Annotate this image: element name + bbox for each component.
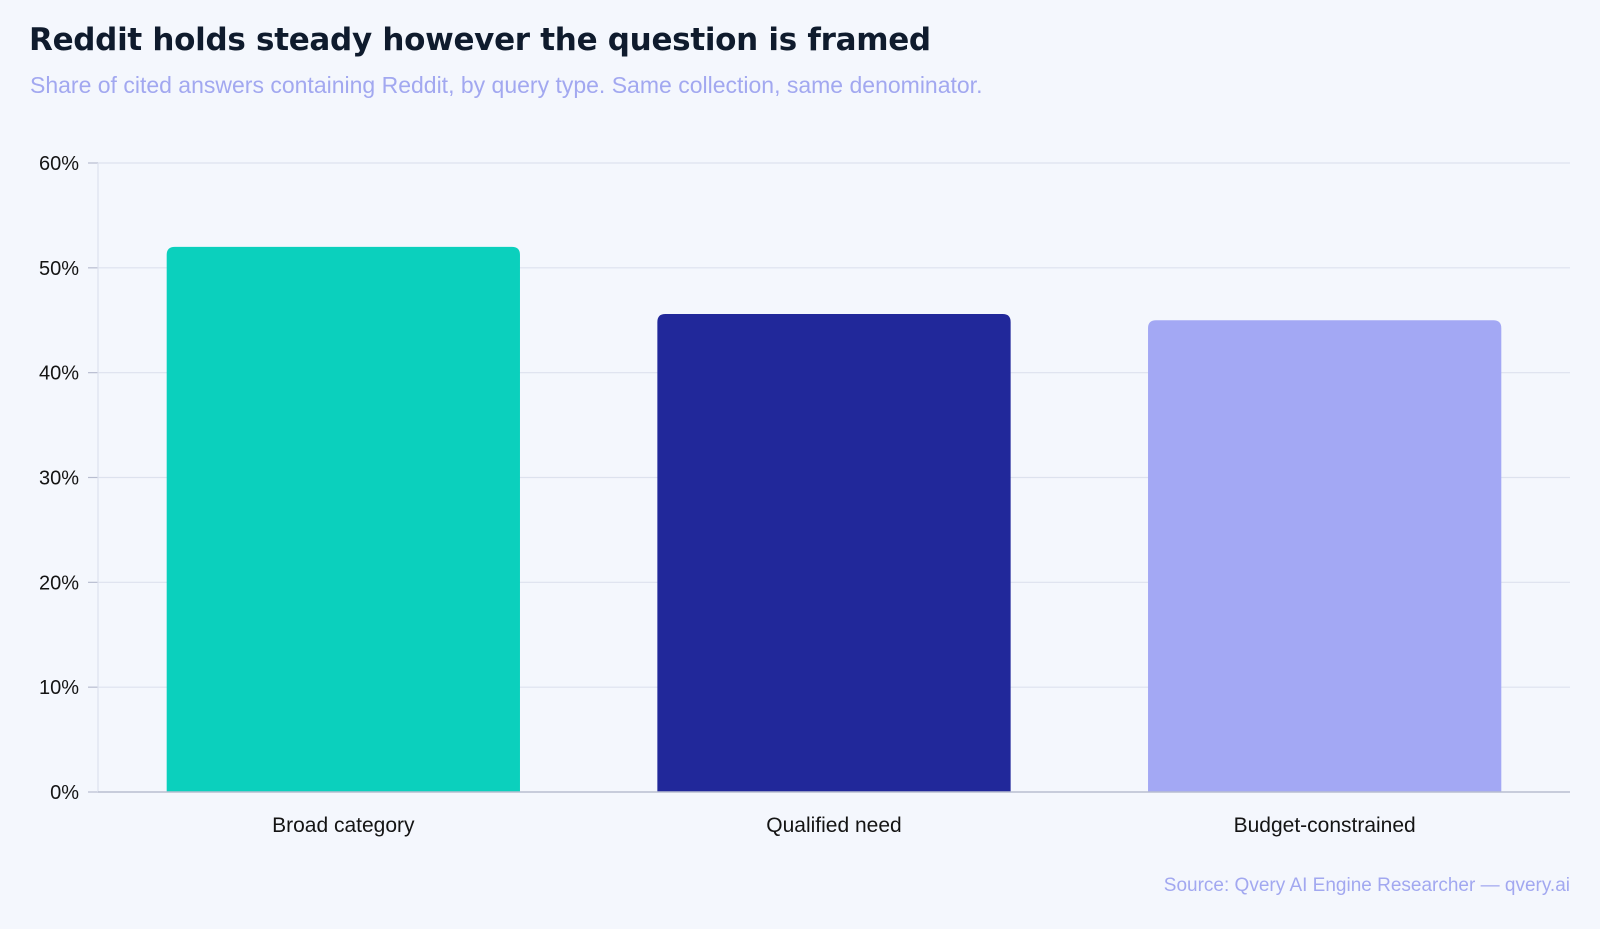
y-tick-label: 50% <box>39 258 79 280</box>
bar-broad-category <box>166 246 520 792</box>
bar-budget-constrained <box>1148 320 1502 792</box>
x-tick-label: Broad category <box>272 814 415 837</box>
x-tick-label: Qualified need <box>766 814 901 837</box>
y-tick-label: 60% <box>39 153 79 175</box>
y-tick-label: 20% <box>39 572 79 594</box>
bars <box>166 246 1502 792</box>
y-tick-label: 40% <box>39 363 79 385</box>
y-tick-label: 30% <box>39 468 79 490</box>
y-axis-ticks: 0% 10% 20% 30% 40% 50% 60% <box>39 153 98 804</box>
source-note: Source: Qvery AI Engine Researcher — qve… <box>1163 875 1570 896</box>
chart-subtitle: Share of cited answers containing Reddit… <box>30 72 983 98</box>
y-tick-label: 0% <box>50 782 79 804</box>
chart-title: Reddit holds steady however the question… <box>29 22 931 58</box>
y-tick-label: 10% <box>39 677 79 699</box>
x-tick-label: Budget-constrained <box>1234 814 1416 837</box>
bar-qualified-need <box>657 313 1011 792</box>
x-axis-ticks: Broad category Qualified need Budget-const… <box>272 814 1416 837</box>
